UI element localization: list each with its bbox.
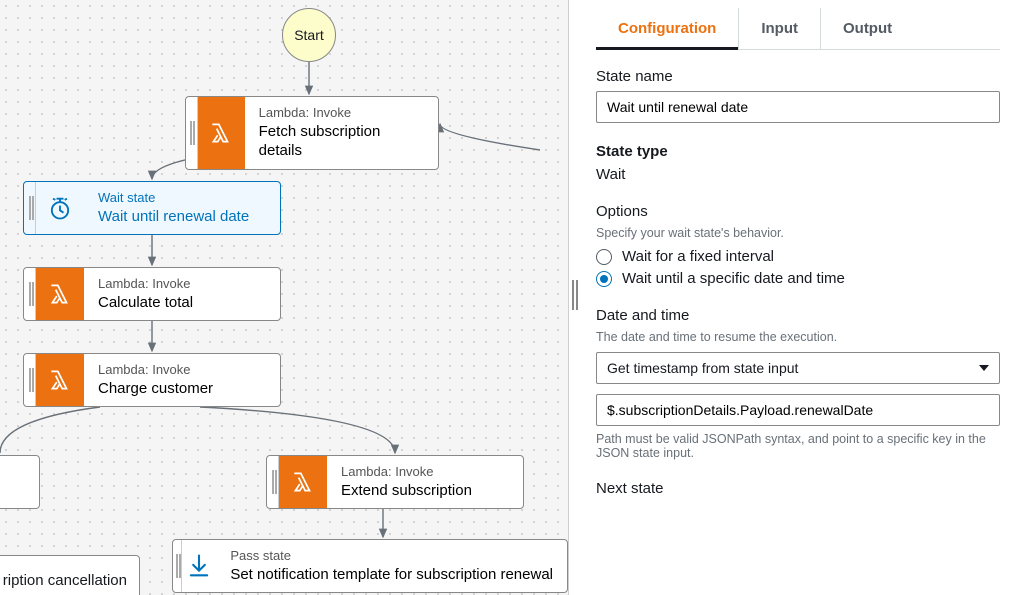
wait-icon xyxy=(36,182,84,234)
drag-handle[interactable] xyxy=(173,540,182,592)
node-title: ription cancellation xyxy=(3,572,127,589)
help-datetime: The date and time to resume the executio… xyxy=(596,330,1000,344)
config-panel: Configuration Input Output State name St… xyxy=(584,0,1024,595)
radio-icon xyxy=(596,249,612,265)
input-state-name[interactable] xyxy=(596,91,1000,123)
value-state-type: Wait xyxy=(596,166,1000,183)
drag-handle[interactable] xyxy=(267,456,279,508)
lambda-icon xyxy=(36,354,84,406)
label-state-type: State type xyxy=(596,143,1000,160)
node-title: Fetch subscription details xyxy=(259,122,424,161)
drag-handle[interactable] xyxy=(24,354,36,406)
node-partial-cancellation[interactable]: ription cancellation xyxy=(0,555,140,595)
node-subtitle: Wait state xyxy=(98,190,249,207)
field-options: Options Specify your wait state's behavi… xyxy=(596,203,1000,287)
node-subtitle: Pass state xyxy=(230,548,553,565)
field-datetime: Date and time The date and time to resum… xyxy=(596,307,1000,460)
panel-tabs: Configuration Input Output xyxy=(596,0,1000,50)
node-title: Charge customer xyxy=(98,379,213,399)
radio-label: Wait for a fixed interval xyxy=(622,248,774,265)
workflow-canvas[interactable]: Start Lambda: Invoke Fetch subscription … xyxy=(0,0,568,595)
pass-icon xyxy=(182,540,216,592)
node-extend-subscription[interactable]: Lambda: Invoke Extend subscription xyxy=(266,455,524,509)
node-charge-customer[interactable]: Lambda: Invoke Charge customer xyxy=(23,353,281,407)
tab-output[interactable]: Output xyxy=(820,8,914,49)
node-subtitle: Lambda: Invoke xyxy=(341,464,472,481)
node-partial-left[interactable] xyxy=(0,455,40,509)
chevron-down-icon xyxy=(979,365,989,371)
lambda-icon xyxy=(279,456,327,508)
radio-fixed-interval[interactable]: Wait for a fixed interval xyxy=(596,248,1000,265)
label-datetime: Date and time xyxy=(596,307,1000,324)
tab-input[interactable]: Input xyxy=(738,8,820,49)
node-title: Wait until renewal date xyxy=(98,207,249,227)
label-next-state: Next state xyxy=(596,480,1000,497)
field-state-type: State type Wait xyxy=(596,143,1000,183)
panel-resize-handle[interactable] xyxy=(568,0,584,595)
start-node[interactable]: Start xyxy=(282,8,336,62)
select-timestamp-source[interactable]: Get timestamp from state input xyxy=(596,352,1000,384)
drag-handle[interactable] xyxy=(24,268,36,320)
node-title: Set notification template for subscripti… xyxy=(230,565,553,585)
field-next-state: Next state xyxy=(596,480,1000,497)
node-set-notification[interactable]: Pass state Set notification template for… xyxy=(172,539,568,593)
field-state-name: State name xyxy=(596,68,1000,123)
lambda-icon xyxy=(36,268,84,320)
label-options: Options xyxy=(596,203,1000,220)
help-jsonpath: Path must be valid JSONPath syntax, and … xyxy=(596,432,1000,460)
node-calculate-total[interactable]: Lambda: Invoke Calculate total xyxy=(23,267,281,321)
drag-handle[interactable] xyxy=(24,182,36,234)
node-title: Extend subscription xyxy=(341,481,472,501)
label-state-name: State name xyxy=(596,68,1000,85)
tab-configuration[interactable]: Configuration xyxy=(596,8,738,49)
node-subtitle: Lambda: Invoke xyxy=(98,276,193,293)
node-fetch-subscription[interactable]: Lambda: Invoke Fetch subscription detail… xyxy=(185,96,439,170)
select-value: Get timestamp from state input xyxy=(607,360,798,376)
node-wait-renewal[interactable]: Wait state Wait until renewal date xyxy=(23,181,281,235)
help-options: Specify your wait state's behavior. xyxy=(596,226,1000,240)
radio-specific-date[interactable]: Wait until a specific date and time xyxy=(596,270,1000,287)
start-label: Start xyxy=(294,27,324,43)
input-jsonpath[interactable] xyxy=(596,394,1000,426)
node-subtitle: Lambda: Invoke xyxy=(259,105,424,122)
radio-label: Wait until a specific date and time xyxy=(622,270,845,287)
lambda-icon xyxy=(198,97,245,169)
node-title: Calculate total xyxy=(98,293,193,313)
drag-handle[interactable] xyxy=(186,97,198,169)
node-subtitle: Lambda: Invoke xyxy=(98,362,213,379)
radio-icon xyxy=(596,271,612,287)
